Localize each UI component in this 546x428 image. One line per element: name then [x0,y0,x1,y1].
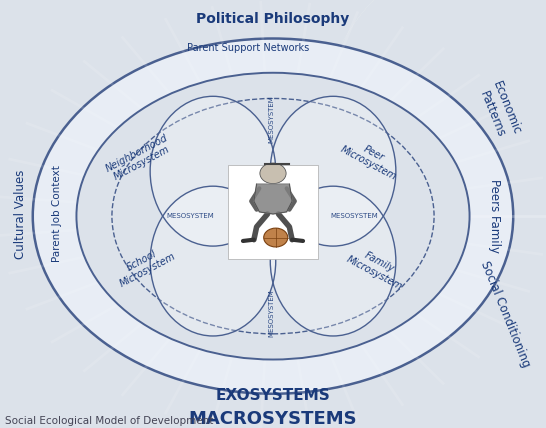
Ellipse shape [270,96,396,246]
Text: Family
Microsystem: Family Microsystem [345,244,409,291]
FancyBboxPatch shape [228,165,318,259]
Text: School
Microsystem: School Microsystem [112,241,177,289]
Text: MACROSYSTEMS: MACROSYSTEMS [189,410,357,428]
Text: Social Conditioning: Social Conditioning [478,259,532,370]
Text: Economic
Patterns: Economic Patterns [476,80,523,143]
Text: Political Philosophy: Political Philosophy [197,12,349,26]
Ellipse shape [150,186,276,336]
Circle shape [260,163,286,184]
Ellipse shape [150,96,276,246]
Text: Peers Family: Peers Family [488,179,501,253]
Text: EXOSYSTEMS: EXOSYSTEMS [216,388,330,404]
Circle shape [264,228,288,247]
Text: MESOSYSTEM: MESOSYSTEM [166,213,214,219]
Text: Neighborhood
Microsystem: Neighborhood Microsystem [104,133,175,184]
Ellipse shape [33,39,513,394]
Text: Parent Support Networks: Parent Support Networks [187,43,310,54]
Text: MESOSYSTEM: MESOSYSTEM [269,95,274,143]
Polygon shape [254,184,292,214]
Ellipse shape [76,73,470,360]
Text: Parent Job Context: Parent Job Context [52,166,62,262]
Text: Cultural Values: Cultural Values [14,169,27,259]
Text: Social Ecological Model of Development: Social Ecological Model of Development [5,416,214,426]
Text: MESOSYSTEM: MESOSYSTEM [330,213,378,219]
Ellipse shape [112,98,434,334]
Text: MESOSYSTEM: MESOSYSTEM [269,289,274,337]
Ellipse shape [270,186,396,336]
Text: Peer
Microsystem: Peer Microsystem [339,134,403,182]
